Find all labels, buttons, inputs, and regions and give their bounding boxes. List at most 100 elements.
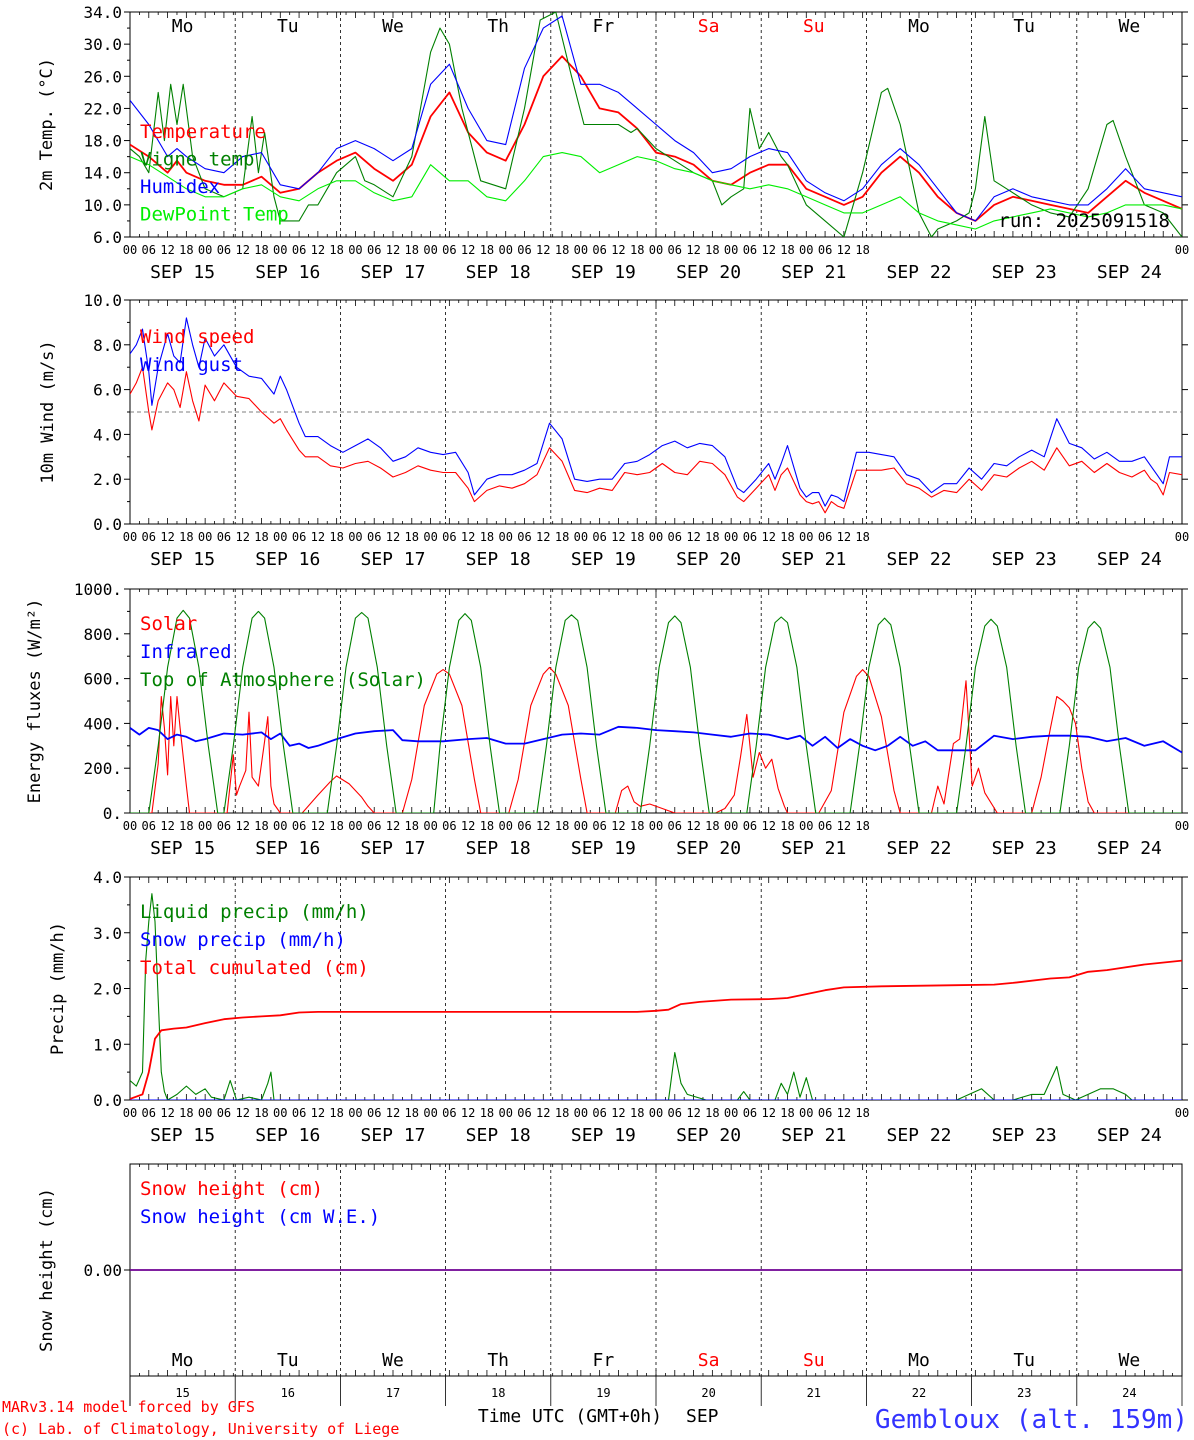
hour-tick-label: 00 bbox=[198, 819, 212, 833]
date-label: SEP 16 bbox=[255, 1125, 320, 1146]
hour-tick-label: 06 bbox=[217, 1106, 231, 1120]
date-label: SEP 17 bbox=[360, 838, 425, 859]
hour-tick-label: 06 bbox=[442, 530, 456, 544]
series-line bbox=[130, 609, 1182, 813]
legend-entry: Snow height (cm W.E.) bbox=[140, 1206, 380, 1228]
date-label: SEP 19 bbox=[571, 838, 636, 859]
date-label: SEP 15 bbox=[150, 549, 215, 570]
hour-tick-label: 00 bbox=[273, 1106, 287, 1120]
y-tick-label: 34.0 bbox=[83, 3, 122, 22]
date-label: SEP 20 bbox=[676, 262, 741, 283]
legend-entry: Humidex bbox=[140, 176, 220, 198]
hour-tick-label: 12 bbox=[837, 1106, 851, 1120]
y-tick-label: 1000. bbox=[74, 580, 122, 599]
y-tick-label: 6.0 bbox=[93, 228, 122, 247]
y-tick-label: 14.0 bbox=[83, 164, 122, 183]
hour-tick-label: 00 bbox=[273, 819, 287, 833]
hour-tick-label: 00 bbox=[423, 1106, 437, 1120]
y-tick-label: 22.0 bbox=[83, 99, 122, 118]
hour-tick-label: 12 bbox=[386, 1106, 400, 1120]
hour-tick-label: 00 bbox=[799, 819, 813, 833]
hour-tick-label: 06 bbox=[592, 530, 606, 544]
hour-tick-label: 18 bbox=[780, 1106, 794, 1120]
hour-tick-label: 12 bbox=[461, 1106, 475, 1120]
hour-tick-label: 06 bbox=[743, 819, 757, 833]
month-label: SEP bbox=[686, 1406, 719, 1427]
hour-tick-label: 06 bbox=[367, 243, 381, 257]
legend-entry: Vigne temp bbox=[140, 149, 254, 171]
hour-tick-label: 12 bbox=[311, 819, 325, 833]
date-label: SEP 23 bbox=[992, 1125, 1057, 1146]
date-label: SEP 18 bbox=[466, 549, 531, 570]
hour-tick-label: 06 bbox=[442, 243, 456, 257]
hour-tick-label: 12 bbox=[761, 243, 775, 257]
hour-tick-label: 00 bbox=[799, 243, 813, 257]
hour-tick-label: 12 bbox=[536, 819, 550, 833]
date-label: SEP 22 bbox=[886, 549, 951, 570]
hour-tick-label: 00 bbox=[574, 819, 588, 833]
hour-tick-label: 12 bbox=[386, 530, 400, 544]
hour-tick-label: 18 bbox=[705, 1106, 719, 1120]
hour-tick-label: 06 bbox=[292, 1106, 306, 1120]
hour-tick-label: 00 bbox=[724, 1106, 738, 1120]
hour-tick-label: 18 bbox=[405, 1106, 419, 1120]
y-tick-label: 800. bbox=[83, 625, 122, 644]
date-label: SEP 15 bbox=[150, 262, 215, 283]
date-label: SEP 17 bbox=[360, 549, 425, 570]
hour-tick-label: 06 bbox=[517, 530, 531, 544]
series-line bbox=[130, 893, 1182, 1100]
hour-tick-label: 00 bbox=[799, 1106, 813, 1120]
legend-entry: Snow precip (mm/h) bbox=[140, 929, 346, 951]
day-number: 19 bbox=[596, 1386, 610, 1400]
day-name: Sa bbox=[698, 1350, 720, 1371]
hour-tick-label: 12 bbox=[160, 243, 174, 257]
legend-entry: Infrared bbox=[140, 641, 232, 663]
day-name: Su bbox=[803, 1350, 825, 1371]
hour-tick-label: 12 bbox=[235, 530, 249, 544]
hour-tick-label: 00 bbox=[198, 1106, 212, 1120]
hour-tick-label: 18 bbox=[179, 530, 193, 544]
y-tick-label: 10.0 bbox=[83, 196, 122, 215]
series-line bbox=[130, 366, 1182, 514]
y-tick-label: 18.0 bbox=[83, 132, 122, 151]
date-label: SEP 19 bbox=[571, 262, 636, 283]
hour-tick-label: 00 bbox=[273, 243, 287, 257]
series-line bbox=[130, 15, 1182, 222]
date-label: SEP 17 bbox=[360, 1125, 425, 1146]
hour-tick-label: 18 bbox=[855, 530, 869, 544]
hour-tick-label: 00 bbox=[649, 530, 663, 544]
hour-tick-label: 12 bbox=[386, 243, 400, 257]
date-label: SEP 20 bbox=[676, 838, 741, 859]
y-tick-label: 4.0 bbox=[93, 868, 122, 887]
hour-tick-label: 06 bbox=[592, 243, 606, 257]
y-axis-label: Precip (mm/h) bbox=[48, 922, 68, 1055]
panel-4 bbox=[124, 876, 1188, 1101]
hour-tick-label: 18 bbox=[555, 1106, 569, 1120]
hour-tick-label: 00 bbox=[273, 530, 287, 544]
day-name: Th bbox=[487, 16, 509, 37]
hour-tick-label: 18 bbox=[480, 243, 494, 257]
hour-tick-label: 12 bbox=[461, 243, 475, 257]
hour-tick-label: 12 bbox=[837, 530, 851, 544]
y-tick-label: 600. bbox=[83, 670, 122, 689]
hour-tick-label: 18 bbox=[329, 1106, 343, 1120]
date-label: SEP 24 bbox=[1097, 549, 1162, 570]
panel-5 bbox=[124, 1163, 1183, 1377]
day-number: 17 bbox=[386, 1386, 400, 1400]
hour-tick-label: 18 bbox=[254, 819, 268, 833]
date-label: SEP 19 bbox=[571, 1125, 636, 1146]
hour-tick-label: 06 bbox=[668, 1106, 682, 1120]
hour-tick-label: 12 bbox=[311, 243, 325, 257]
date-label: SEP 20 bbox=[676, 1125, 741, 1146]
hour-tick-label: 06 bbox=[217, 243, 231, 257]
hour-tick-label: 12 bbox=[235, 819, 249, 833]
hour-tick-label: 00 bbox=[498, 243, 512, 257]
hour-tick-label: 12 bbox=[536, 1106, 550, 1120]
hour-tick-label: 00 bbox=[123, 819, 137, 833]
hour-tick-label: 06 bbox=[292, 243, 306, 257]
hour-tick-label: 12 bbox=[611, 243, 625, 257]
hour-tick-label: 12 bbox=[761, 530, 775, 544]
date-label: SEP 17 bbox=[360, 262, 425, 283]
date-label: SEP 23 bbox=[992, 262, 1057, 283]
hour-tick-label: 06 bbox=[217, 819, 231, 833]
